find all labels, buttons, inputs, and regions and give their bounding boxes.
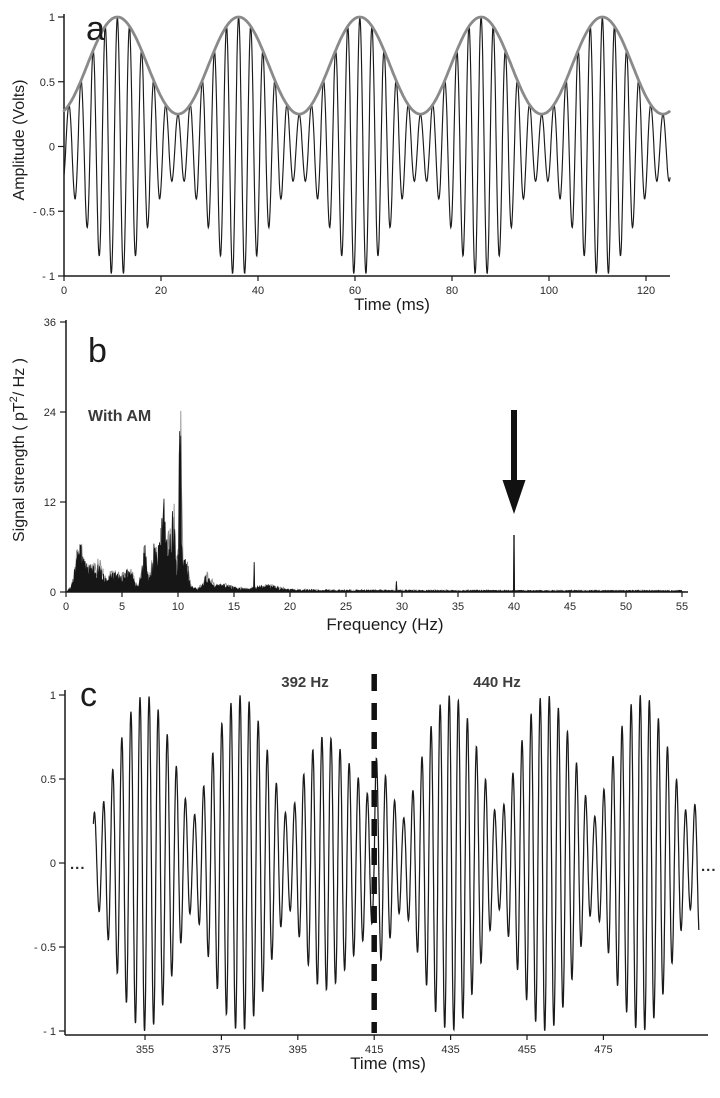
x-tick-label: 0 <box>63 601 69 613</box>
panel-a-axes: 1 0.5 0 - 0.5 - 1 0 20 40 60 80 100 120 <box>33 12 670 297</box>
panel-c-plot <box>92 674 700 1033</box>
ellipsis-right: ... <box>701 858 717 875</box>
y-tick-label: 0 <box>49 142 55 154</box>
x-tick-label: 0 <box>61 285 67 297</box>
y-tick-label: 0 <box>50 858 56 870</box>
y-tick-label: 1 <box>49 12 55 24</box>
ellipsis-left: ... <box>70 856 86 873</box>
segment-label-440hz: 440 Hz <box>473 674 521 691</box>
spectrum-area <box>65 431 689 593</box>
x-tick-label: 30 <box>396 601 408 613</box>
x-tick-label: 40 <box>252 285 264 297</box>
x-tick-label: 55 <box>676 601 688 613</box>
x-tick-label: 375 <box>212 1044 230 1056</box>
x-tick-label: 50 <box>620 601 632 613</box>
x-tick-label: 355 <box>136 1044 154 1056</box>
x-tick-label: 455 <box>518 1044 536 1056</box>
y-tick-label: 36 <box>44 317 56 329</box>
y-tick-label: - 1 <box>43 1026 56 1038</box>
panel-a-letter: a <box>86 10 105 48</box>
x-tick-label: 415 <box>365 1044 383 1056</box>
x-tick-label: 100 <box>540 285 558 297</box>
y-tick-label: - 1 <box>42 271 55 283</box>
panel-a: 1 0.5 0 - 0.5 - 1 0 20 40 60 80 100 120 a Time (ms)… <box>11 10 671 314</box>
x-tick-label: 35 <box>452 601 464 613</box>
x-tick-label: 120 <box>637 285 655 297</box>
panel-b-ylabel: Signal strength ( pT2/ Hz ) <box>8 358 28 542</box>
panel-a-xlabel: Time (ms) <box>354 295 430 314</box>
panel-c: 1 0.5 0 - 0.5 - 1 355 375 395 415 435 455 475 c 392… <box>34 674 717 1073</box>
x-tick-label: 15 <box>228 601 240 613</box>
y-tick-label: 0.5 <box>40 77 55 89</box>
y-tick-label: 0.5 <box>41 774 56 786</box>
x-tick-label: 5 <box>119 601 125 613</box>
panel-b-plot <box>65 410 689 594</box>
x-tick-label: 20 <box>155 285 167 297</box>
x-tick-label: 25 <box>340 601 352 613</box>
am-waveform <box>63 16 671 275</box>
panel-c-letter: c <box>80 676 97 714</box>
y-tick-label: 24 <box>44 407 56 419</box>
x-tick-label: 45 <box>564 601 576 613</box>
x-tick-label: 80 <box>446 285 458 297</box>
x-tick-label: 10 <box>172 601 184 613</box>
y-tick-label: 1 <box>50 690 56 702</box>
x-tick-label: 475 <box>594 1044 612 1056</box>
x-tick-label: 60 <box>349 285 361 297</box>
y-tick-label: 12 <box>44 497 56 509</box>
x-tick-label: 40 <box>508 601 520 613</box>
panel-c-xlabel: Time (ms) <box>350 1054 426 1073</box>
beating-waveform <box>92 695 700 1032</box>
y-tick-label: - 0.5 <box>34 942 56 954</box>
panel-a-ylabel: Amplitude (Volts) <box>11 80 28 201</box>
x-tick-label: 20 <box>284 601 296 613</box>
panel-b-letter: b <box>88 332 107 370</box>
modulation-envelope <box>62 15 671 116</box>
arrow-head-icon <box>502 480 526 514</box>
panel-b-xlabel: Frequency (Hz) <box>326 615 443 634</box>
panel-c-axes: 1 0.5 0 - 0.5 - 1 355 375 395 415 435 455 475 <box>34 690 708 1056</box>
segment-label-392hz: 392 Hz <box>281 674 329 691</box>
y-tick-label: 0 <box>50 587 56 599</box>
x-tick-label: 435 <box>441 1044 459 1056</box>
panel-b-axes: 0 12 24 36 0 5 10 15 20 25 30 35 40 45 50 55 <box>44 317 688 613</box>
with-am-annotation: With AM <box>88 408 151 425</box>
panel-a-plot <box>62 15 671 275</box>
x-tick-label: 395 <box>289 1044 307 1056</box>
y-tick-label: - 0.5 <box>33 206 55 218</box>
